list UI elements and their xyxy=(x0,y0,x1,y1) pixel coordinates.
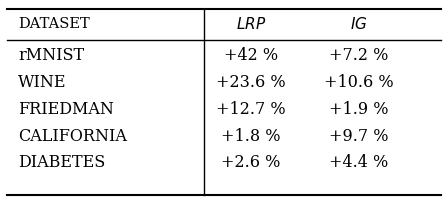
Text: +23.6 %: +23.6 % xyxy=(216,74,286,91)
Text: $\mathit{LRP}$: $\mathit{LRP}$ xyxy=(236,16,266,32)
Text: DIABETES: DIABETES xyxy=(18,154,105,171)
Text: DATASET: DATASET xyxy=(18,17,90,31)
Text: rMNIST: rMNIST xyxy=(18,47,84,64)
Text: +1.8 %: +1.8 % xyxy=(221,128,280,145)
Text: +9.7 %: +9.7 % xyxy=(329,128,388,145)
Text: $\mathit{IG}$: $\mathit{IG}$ xyxy=(349,16,367,32)
Text: FRIEDMAN: FRIEDMAN xyxy=(18,101,114,118)
Text: +7.2 %: +7.2 % xyxy=(329,47,388,64)
Text: +1.9 %: +1.9 % xyxy=(329,101,388,118)
Text: +2.6 %: +2.6 % xyxy=(221,154,280,171)
Text: +10.6 %: +10.6 % xyxy=(323,74,393,91)
Text: WINE: WINE xyxy=(18,74,66,91)
Text: +12.7 %: +12.7 % xyxy=(216,101,286,118)
Text: CALIFORNIA: CALIFORNIA xyxy=(18,128,127,145)
Text: +4.4 %: +4.4 % xyxy=(329,154,388,171)
Text: +42 %: +42 % xyxy=(224,47,278,64)
